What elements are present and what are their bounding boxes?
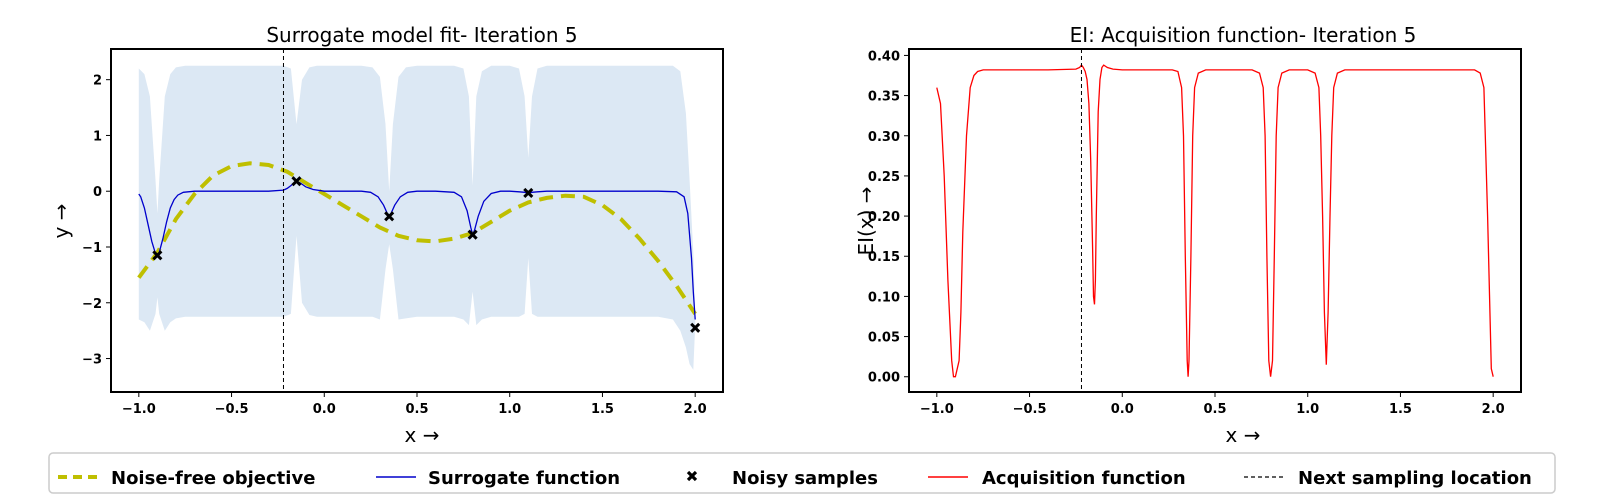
surrogate-y-tick-label: −2: [82, 297, 102, 312]
acquisition-series-layer: [936, 49, 1494, 392]
noisy-sample-point: [523, 187, 534, 198]
legend-samples-label: Noisy samples: [732, 468, 878, 489]
surrogate-y-tick-label: 1: [93, 129, 102, 144]
surrogate-x-tick-label: 0.0: [313, 402, 336, 417]
surrogate-x-tick-label: 1.0: [498, 402, 521, 417]
surrogate-plot-area: −1.0 −0.5 0.0 0.5 1.0 1.5 2.0 2 1 0 −1 −2 −3: [82, 48, 724, 417]
surrogate-y-tick-label: −1: [82, 241, 102, 256]
noisy-sample-point: [690, 322, 701, 333]
noisy-sample-point: [291, 176, 302, 187]
acquisition-x-tick-label: 1.5: [1389, 402, 1412, 417]
acquisition-x-tick-label: 0.0: [1111, 402, 1134, 417]
legend-next-label: Next sampling location: [1298, 468, 1532, 489]
surrogate-y-axis-label: y →: [49, 204, 73, 239]
surrogate-y-tick-label: 2: [93, 74, 102, 89]
acquisition-x-tick-label: −1.0: [920, 402, 954, 417]
acquisition-y-axis-label: EI(x) →: [854, 186, 878, 255]
surrogate-chart-title: Surrogate model fit- Iteration 5: [266, 23, 577, 47]
surrogate-series-layer: [137, 49, 697, 392]
acquisition-y-tick-label: 0.25: [868, 170, 900, 185]
surrogate-x-tick-label: −1.0: [122, 402, 156, 417]
confidence-band: [138, 65, 696, 370]
legend-surrogate-label: Surrogate function: [428, 468, 620, 489]
legend-acquisition-label: Acquisition function: [982, 468, 1186, 489]
acquisition-y-tick-label: 0.15: [868, 250, 900, 265]
legend: Noise-free objective Surrogate function …: [48, 452, 1556, 494]
acquisition-y-tick-label: 0.00: [868, 371, 900, 386]
legend-frame: [48, 452, 1556, 494]
acquisition-x-axis-label: x →: [1226, 423, 1261, 447]
surrogate-x-tick-label: 1.5: [591, 402, 614, 417]
acquisition-x-tick-label: −0.5: [1013, 402, 1047, 417]
acquisition-y-tick-label: 0.30: [868, 130, 900, 145]
acquisition-chart: EI: Acquisition function- Iteration 5 −1…: [854, 23, 1522, 447]
acquisition-axes-frame: [908, 48, 1522, 393]
surrogate-x-axis-label: x →: [405, 423, 440, 447]
noisy-sample-point: [152, 250, 163, 261]
acquisition-plot-area: −1.0 −0.5 0.0 0.5 1.0 1.5 2.0 0.40 0.35 0.30 0.25 0…: [868, 48, 1522, 417]
acquisition-y-tick-label: 0.20: [868, 210, 900, 225]
surrogate-chart: Surrogate model fit- Iteration 5 −1.0 −0.…: [49, 23, 724, 447]
acquisition-y-tick-label: 0.10: [868, 290, 900, 305]
acquisition-chart-title: EI: Acquisition function- Iteration 5: [1070, 23, 1417, 47]
surrogate-x-tick-label: 2.0: [684, 402, 707, 417]
legend-samples-x-icon: [686, 470, 698, 482]
objective-line: [137, 161, 697, 316]
surrogate-x-tick-label: −0.5: [215, 402, 249, 417]
surrogate-y-tick-label: 0: [93, 185, 102, 200]
acquisition-line: [936, 64, 1494, 378]
acquisition-x-tick-label: 0.5: [1203, 402, 1226, 417]
acquisition-x-tick-label: 2.0: [1482, 402, 1505, 417]
acquisition-x-tick-label: 1.0: [1296, 402, 1319, 417]
noisy-sample-point: [467, 229, 478, 240]
surrogate-y-tick-label: −3: [82, 353, 102, 368]
acquisition-y-tick-label: 0.40: [868, 49, 900, 64]
noisy-sample-point: [384, 211, 395, 222]
surrogate-x-tick-label: 0.5: [405, 402, 428, 417]
acquisition-y-tick-label: 0.35: [868, 90, 900, 105]
legend-objective-label: Noise-free objective: [111, 468, 315, 489]
acquisition-y-tick-label: 0.05: [868, 331, 900, 346]
